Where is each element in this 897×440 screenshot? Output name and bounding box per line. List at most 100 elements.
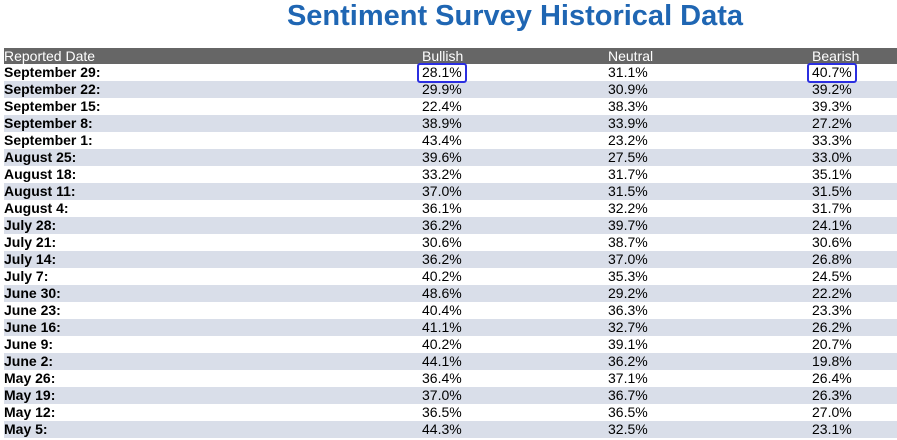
cell-bearish: 20.7% bbox=[812, 336, 852, 352]
cell-bullish: 48.6% bbox=[422, 285, 462, 301]
cell-reported-date: August 18: bbox=[4, 166, 77, 182]
table-row: May 5: 44.3% 32.5% 23.1% bbox=[4, 421, 897, 438]
cell-bearish: 23.1% bbox=[812, 421, 852, 437]
cell-neutral: 32.2% bbox=[608, 200, 648, 216]
cell-bullish: 40.2% bbox=[422, 268, 462, 284]
cell-bullish: 36.2% bbox=[422, 217, 462, 233]
cell-bearish: 40.7% bbox=[812, 64, 852, 80]
cell-reported-date: June 9: bbox=[4, 336, 54, 352]
cell-neutral: 31.1% bbox=[608, 64, 648, 80]
table-row: September 22: 29.9% 30.9% 39.2% bbox=[4, 81, 897, 98]
cell-bearish: 26.2% bbox=[812, 319, 852, 335]
cell-reported-date: September 22: bbox=[4, 81, 101, 97]
cell-reported-date: July 21: bbox=[4, 234, 57, 250]
cell-reported-date: August 11: bbox=[4, 183, 76, 199]
cell-bearish: 35.1% bbox=[812, 166, 852, 182]
table-row: June 2: 44.1% 36.2% 19.8% bbox=[4, 353, 897, 370]
cell-neutral: 39.1% bbox=[608, 336, 648, 352]
cell-neutral: 30.9% bbox=[608, 81, 648, 97]
cell-reported-date: May 12: bbox=[4, 404, 56, 420]
cell-bullish: 36.1% bbox=[422, 200, 462, 216]
table-row: September 15: 22.4% 38.3% 39.3% bbox=[4, 98, 897, 115]
cell-neutral: 27.5% bbox=[608, 149, 648, 165]
table-row: August 11: 37.0% 31.5% 31.5% bbox=[4, 183, 897, 200]
header-bearish: Bearish bbox=[812, 48, 860, 64]
cell-bearish: 27.0% bbox=[812, 404, 852, 420]
cell-bullish: 41.1% bbox=[422, 319, 462, 335]
table-row: September 29: 28.1% 31.1% 40.7% bbox=[4, 64, 897, 81]
cell-bearish: 33.0% bbox=[812, 149, 852, 165]
cell-neutral: 37.1% bbox=[608, 370, 648, 386]
cell-neutral: 32.5% bbox=[608, 421, 648, 437]
cell-bearish: 24.5% bbox=[812, 268, 852, 284]
header-bullish: Bullish bbox=[422, 48, 464, 64]
table-row: September 8: 38.9% 33.9% 27.2% bbox=[4, 115, 897, 132]
table-body: September 29: 28.1% 31.1% 40.7% September 22… bbox=[4, 64, 897, 438]
cell-neutral: 32.7% bbox=[608, 319, 648, 335]
cell-bearish: 26.8% bbox=[812, 251, 852, 267]
cell-reported-date: June 30: bbox=[4, 285, 61, 301]
table-row: July 7: 40.2% 35.3% 24.5% bbox=[4, 268, 897, 285]
cell-neutral: 36.2% bbox=[608, 353, 648, 369]
cell-neutral: 29.2% bbox=[608, 285, 648, 301]
header-neutral: Neutral bbox=[608, 48, 654, 64]
cell-bullish: 39.6% bbox=[422, 149, 462, 165]
cell-reported-date: June 23: bbox=[4, 302, 61, 318]
cell-neutral: 31.5% bbox=[608, 183, 648, 199]
cell-bearish: 39.2% bbox=[812, 81, 852, 97]
table-row: August 25: 39.6% 27.5% 33.0% bbox=[4, 149, 897, 166]
cell-neutral: 33.9% bbox=[608, 115, 648, 131]
cell-bullish: 36.4% bbox=[422, 370, 462, 386]
cell-reported-date: May 19: bbox=[4, 387, 56, 403]
cell-neutral: 35.3% bbox=[608, 268, 648, 284]
table-row: July 14: 36.2% 37.0% 26.8% bbox=[4, 251, 897, 268]
header-reported-date: Reported Date bbox=[4, 48, 96, 64]
cell-neutral: 36.5% bbox=[608, 404, 648, 420]
cell-bullish: 36.5% bbox=[422, 404, 462, 420]
cell-bearish: 39.3% bbox=[812, 98, 852, 114]
table-row: June 23: 40.4% 36.3% 23.3% bbox=[4, 302, 897, 319]
cell-bearish: 23.3% bbox=[812, 302, 852, 318]
cell-bullish: 37.0% bbox=[422, 387, 462, 403]
cell-bullish: 44.3% bbox=[422, 421, 462, 437]
cell-bearish: 31.7% bbox=[812, 200, 852, 216]
cell-neutral: 38.7% bbox=[608, 234, 648, 250]
cell-reported-date: May 5: bbox=[4, 421, 48, 437]
cell-neutral: 39.7% bbox=[608, 217, 648, 233]
cell-bearish: 24.1% bbox=[812, 217, 852, 233]
cell-bearish: 19.8% bbox=[812, 353, 852, 369]
cell-bullish: 30.6% bbox=[422, 234, 462, 250]
cell-reported-date: September 29: bbox=[4, 64, 101, 80]
table-row: June 30: 48.6% 29.2% 22.2% bbox=[4, 285, 897, 302]
cell-bullish: 40.4% bbox=[422, 302, 462, 318]
table-row: June 16: 41.1% 32.7% 26.2% bbox=[4, 319, 897, 336]
cell-neutral: 31.7% bbox=[608, 166, 648, 182]
table-row: August 4: 36.1% 32.2% 31.7% bbox=[4, 200, 897, 217]
cell-reported-date: July 14: bbox=[4, 251, 57, 267]
cell-bullish: 44.1% bbox=[422, 353, 462, 369]
cell-bullish: 22.4% bbox=[422, 98, 462, 114]
cell-bearish: 33.3% bbox=[812, 132, 852, 148]
table-row: July 21: 30.6% 38.7% 30.6% bbox=[4, 234, 897, 251]
table-row: May 12: 36.5% 36.5% 27.0% bbox=[4, 404, 897, 421]
cell-reported-date: September 15: bbox=[4, 98, 101, 114]
cell-bearish: 27.2% bbox=[812, 115, 852, 131]
cell-bearish: 26.3% bbox=[812, 387, 852, 403]
table-row: May 19: 37.0% 36.7% 26.3% bbox=[4, 387, 897, 404]
cell-bearish: 26.4% bbox=[812, 370, 852, 386]
sentiment-table: Reported Date Bullish Neutral Bearish Se… bbox=[4, 48, 897, 438]
table-row: September 1: 43.4% 23.2% 33.3% bbox=[4, 132, 897, 149]
cell-bullish: 33.2% bbox=[422, 166, 462, 182]
cell-bullish: 28.1% bbox=[422, 64, 462, 80]
cell-bullish: 36.2% bbox=[422, 251, 462, 267]
cell-bullish: 40.2% bbox=[422, 336, 462, 352]
cell-reported-date: August 4: bbox=[4, 200, 69, 216]
cell-bearish: 22.2% bbox=[812, 285, 852, 301]
cell-bearish: 31.5% bbox=[812, 183, 852, 199]
cell-bearish: 30.6% bbox=[812, 234, 852, 250]
cell-reported-date: August 25: bbox=[4, 149, 77, 165]
cell-neutral: 36.7% bbox=[608, 387, 648, 403]
cell-bullish: 29.9% bbox=[422, 81, 462, 97]
cell-neutral: 38.3% bbox=[608, 98, 648, 114]
cell-reported-date: September 1: bbox=[4, 132, 93, 148]
